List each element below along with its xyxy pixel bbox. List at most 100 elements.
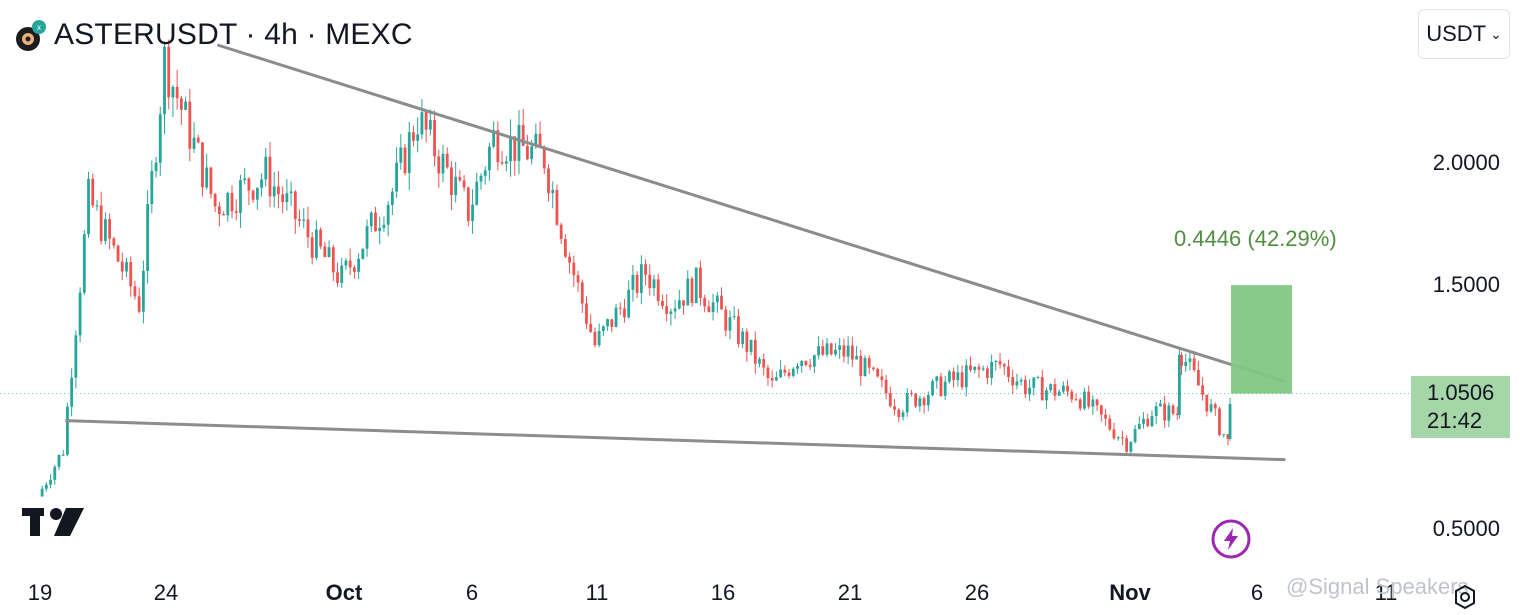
- candle-body: [593, 331, 597, 346]
- candle-body: [606, 319, 609, 327]
- candle-body: [167, 46, 171, 98]
- candle-body: [433, 120, 436, 157]
- candle-body: [1171, 405, 1175, 414]
- candle-body: [315, 229, 318, 258]
- candle-body: [150, 171, 154, 205]
- candle-body: [352, 267, 356, 272]
- candle-body: [44, 484, 48, 489]
- candle-body: [120, 261, 124, 272]
- candle-body: [589, 323, 593, 332]
- candle-body: [78, 292, 82, 336]
- watermark: @Signal Speakers: [1286, 574, 1469, 599]
- candle-body: [137, 296, 141, 312]
- candle-body: [1196, 370, 1200, 386]
- candle-body: [1201, 385, 1205, 395]
- candle-body: [66, 406, 69, 455]
- candle-body: [990, 362, 994, 378]
- candle-body: [428, 120, 432, 130]
- candle-body: [369, 212, 373, 227]
- candle-body: [800, 361, 804, 366]
- candle-body: [1104, 414, 1107, 419]
- symbol-title[interactable]: ASTERUSDT · 4h · MEXC: [54, 18, 413, 51]
- candle-body: [673, 308, 677, 312]
- candle-body: [791, 368, 795, 376]
- candle-body: [365, 226, 369, 249]
- candle-body: [644, 264, 647, 275]
- candle-body: [348, 260, 352, 268]
- candle-body: [766, 367, 770, 379]
- measure-label: 0.4446 (42.29%): [1174, 226, 1337, 251]
- time-label-month: Nov: [1109, 580, 1151, 605]
- candle-body: [745, 331, 749, 352]
- candle-body: [239, 180, 242, 213]
- candle-body: [1205, 394, 1209, 412]
- svg-text:x: x: [37, 23, 41, 32]
- candle-body: [686, 278, 690, 306]
- candle-body: [530, 146, 534, 160]
- settings-gear-icon[interactable]: [1452, 584, 1478, 610]
- candle-body: [1226, 434, 1230, 439]
- candle-body: [1116, 437, 1120, 439]
- candle-body: [306, 219, 310, 238]
- candle-body: [445, 153, 449, 168]
- candle-body: [901, 412, 905, 417]
- candle-body: [897, 409, 901, 417]
- candle-body: [585, 303, 588, 324]
- candle-body: [475, 181, 479, 205]
- candle-body: [129, 262, 133, 287]
- candle-body: [188, 101, 192, 149]
- candle-body: [1061, 385, 1065, 392]
- candle-body: [939, 376, 943, 396]
- candle-body: [378, 227, 382, 232]
- candle-body: [1002, 364, 1006, 367]
- time-label: 21: [837, 580, 863, 605]
- candle-body: [192, 137, 196, 149]
- candle-body: [1146, 418, 1150, 427]
- candle-body: [732, 316, 736, 318]
- candle-body: [787, 372, 791, 376]
- price-label-1-5: 1.5000: [1432, 272, 1500, 297]
- candle-body: [547, 168, 550, 194]
- candle-body: [1040, 377, 1044, 401]
- candle-body: [601, 326, 605, 332]
- candle-body: [893, 406, 896, 410]
- candle-body: [842, 345, 846, 357]
- candle-body: [146, 204, 150, 271]
- candle-body: [872, 367, 875, 369]
- current-price-value: 1.0506: [1427, 380, 1495, 405]
- candle-body: [956, 372, 960, 380]
- candle-body: [327, 247, 331, 257]
- tradingview-logo-icon[interactable]: [22, 506, 84, 543]
- candle-body: [737, 316, 740, 345]
- candle-body: [1192, 358, 1196, 371]
- candle-body: [770, 378, 774, 381]
- candle-body: [1129, 442, 1133, 452]
- candle-body: [774, 377, 778, 381]
- candle-body: [694, 267, 698, 303]
- candle-body: [293, 191, 297, 220]
- candle-body: [112, 238, 116, 246]
- candle-body: [652, 279, 656, 289]
- candle-body: [551, 189, 555, 194]
- time-label: 26: [964, 580, 990, 605]
- lightning-icon[interactable]: [1211, 519, 1251, 559]
- candle-body: [500, 162, 504, 164]
- current-price-label: 1.0506 21:42: [1411, 376, 1510, 438]
- currency-selector[interactable]: USDT ⌄: [1418, 9, 1510, 59]
- candle-body: [154, 162, 158, 172]
- candle-body: [639, 264, 643, 293]
- candle-body: [310, 237, 314, 258]
- candle-body: [1184, 361, 1188, 367]
- candle-body: [374, 212, 377, 232]
- candle-body: [441, 153, 445, 174]
- candle-body: [201, 142, 204, 188]
- candle-body: [513, 136, 517, 161]
- candle-body: [74, 335, 78, 378]
- candle-body: [568, 256, 572, 263]
- candle-body: [222, 214, 225, 216]
- candle-body: [699, 267, 702, 298]
- candle-body: [796, 365, 799, 369]
- trendline-lower: [65, 419, 1286, 462]
- candle-body: [661, 300, 664, 307]
